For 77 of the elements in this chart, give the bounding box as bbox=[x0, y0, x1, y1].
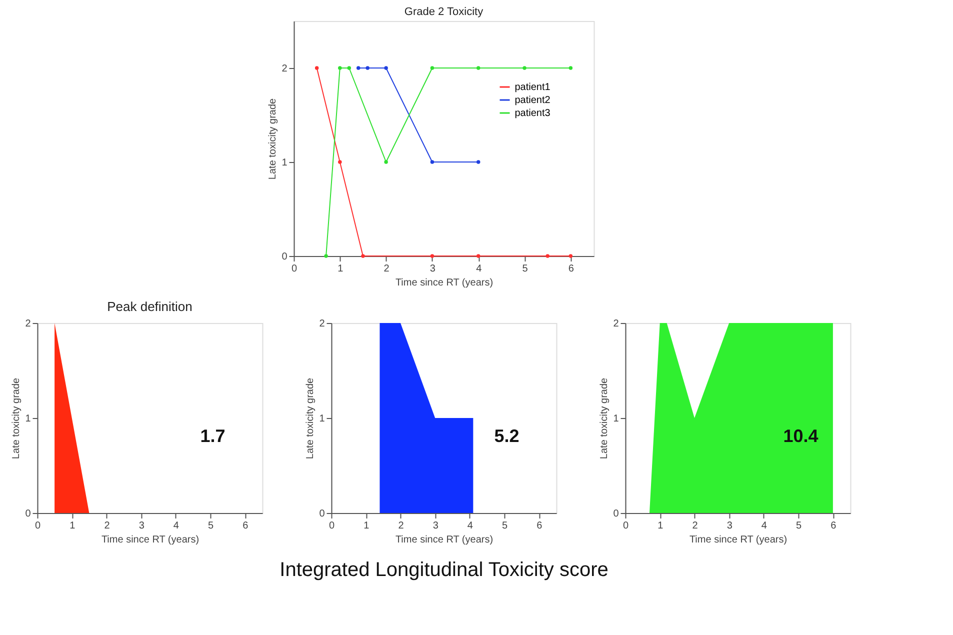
point bbox=[324, 254, 328, 258]
point bbox=[356, 66, 360, 70]
x-tick-label: 1 bbox=[338, 264, 344, 274]
legend-label: patient2 bbox=[514, 95, 551, 106]
x-tick-label: 2 bbox=[384, 264, 390, 274]
x-tick-label: 5 bbox=[796, 520, 802, 532]
annotation: 10.4 bbox=[783, 426, 818, 446]
x-tick-label: 1 bbox=[70, 520, 76, 532]
point bbox=[366, 66, 370, 70]
point bbox=[314, 66, 319, 70]
legend-label: patient1 bbox=[514, 82, 551, 93]
x-tick-label: 5 bbox=[522, 264, 528, 274]
y-tick-label: 0 bbox=[282, 252, 288, 262]
x-tick-label: 0 bbox=[34, 520, 41, 532]
x-tick-label: 4 bbox=[761, 520, 768, 532]
y-tick-label: 2 bbox=[613, 318, 620, 330]
y-axis-title: Late toxicity grade bbox=[11, 377, 22, 460]
annotation: 5.2 bbox=[494, 426, 520, 446]
x-tick-label: 2 bbox=[398, 520, 404, 532]
point bbox=[522, 66, 526, 70]
legend-label: patient3 bbox=[514, 108, 551, 119]
point bbox=[430, 66, 434, 70]
x-tick-label: 3 bbox=[430, 264, 436, 274]
y-tick-label: 0 bbox=[613, 508, 620, 520]
x-tick-label: 3 bbox=[432, 520, 439, 532]
x-tick-label: 4 bbox=[173, 520, 180, 532]
chart-title: Peak definition bbox=[107, 299, 192, 314]
x-tick-label: 6 bbox=[242, 520, 249, 532]
text: Integrated Longitudinal Toxicity score bbox=[280, 559, 608, 581]
x-tick-label: 3 bbox=[726, 520, 733, 532]
x-tick-label: 4 bbox=[467, 520, 474, 532]
x-tick-label: 3 bbox=[138, 520, 145, 532]
annotation: 1.7 bbox=[200, 426, 226, 446]
x-tick-label: 2 bbox=[692, 520, 698, 532]
x-tick-label: 6 bbox=[568, 264, 574, 274]
point bbox=[430, 160, 434, 164]
y-tick-label: 2 bbox=[319, 318, 326, 330]
point bbox=[338, 66, 342, 70]
point bbox=[568, 254, 573, 258]
x-axis-title: Time since RT (years) bbox=[689, 534, 788, 546]
x-tick-label: 6 bbox=[830, 520, 837, 532]
x-tick-label: 0 bbox=[622, 520, 629, 532]
y-tick-label: 1 bbox=[319, 414, 326, 424]
point bbox=[361, 254, 365, 258]
y-axis-title: Late toxicity grade bbox=[268, 98, 279, 180]
x-tick-label: 6 bbox=[536, 520, 543, 532]
x-axis-title: Time since RT (years) bbox=[395, 534, 494, 546]
y-tick-label: 0 bbox=[25, 508, 32, 520]
x-tick-label: 0 bbox=[291, 264, 298, 274]
y-tick-label: 1 bbox=[613, 414, 620, 424]
y-tick-label: 1 bbox=[25, 414, 32, 424]
x-axis-title: Time since RT (years) bbox=[395, 278, 494, 288]
point bbox=[347, 66, 352, 70]
point bbox=[338, 160, 342, 164]
point bbox=[546, 254, 550, 258]
point bbox=[384, 66, 388, 70]
y-axis-title: Late toxicity grade bbox=[305, 377, 316, 460]
y-axis-title: Late toxicity grade bbox=[599, 377, 610, 460]
x-tick-label: 0 bbox=[328, 520, 335, 532]
x-tick-label: 1 bbox=[364, 520, 370, 532]
x-axis-title: Time since RT (years) bbox=[101, 534, 200, 546]
x-tick-label: 5 bbox=[502, 520, 508, 532]
point bbox=[384, 160, 388, 164]
x-tick-label: 1 bbox=[658, 520, 664, 532]
x-tick-label: 4 bbox=[476, 264, 482, 274]
x-tick-label: 5 bbox=[208, 520, 214, 532]
point bbox=[430, 254, 434, 258]
y-tick-label: 2 bbox=[282, 64, 288, 74]
chart-title: Grade 2 Toxicity bbox=[404, 6, 484, 18]
point bbox=[476, 160, 480, 164]
y-tick-label: 1 bbox=[282, 158, 288, 168]
y-tick-label: 2 bbox=[25, 318, 32, 330]
x-tick-label: 2 bbox=[104, 520, 110, 532]
y-tick-label: 0 bbox=[319, 508, 326, 520]
point bbox=[476, 254, 480, 258]
point bbox=[476, 66, 480, 70]
point bbox=[568, 66, 573, 70]
